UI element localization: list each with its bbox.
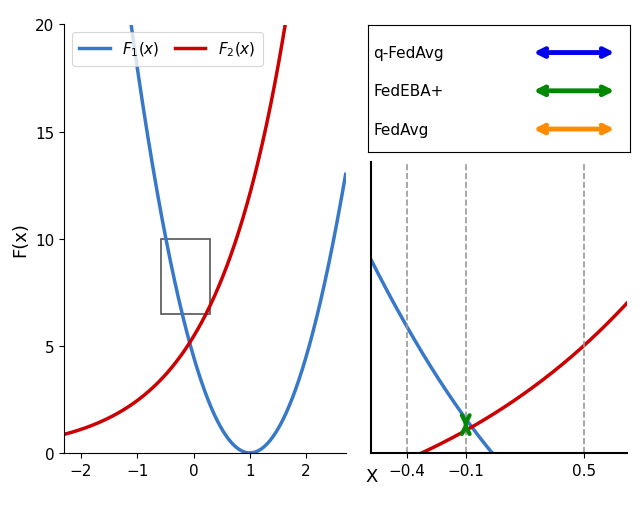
Y-axis label: F(x): F(x): [12, 222, 29, 257]
Text: FedAvg: FedAvg: [373, 122, 429, 137]
Text: FedEBA+: FedEBA+: [373, 84, 444, 99]
Bar: [161, 239, 211, 314]
Legend: $F_1(x)$, $F_2(x)$: $F_1(x)$, $F_2(x)$: [72, 33, 263, 67]
Text: q-FedAvg: q-FedAvg: [373, 46, 444, 61]
Text: X: X: [365, 467, 378, 485]
